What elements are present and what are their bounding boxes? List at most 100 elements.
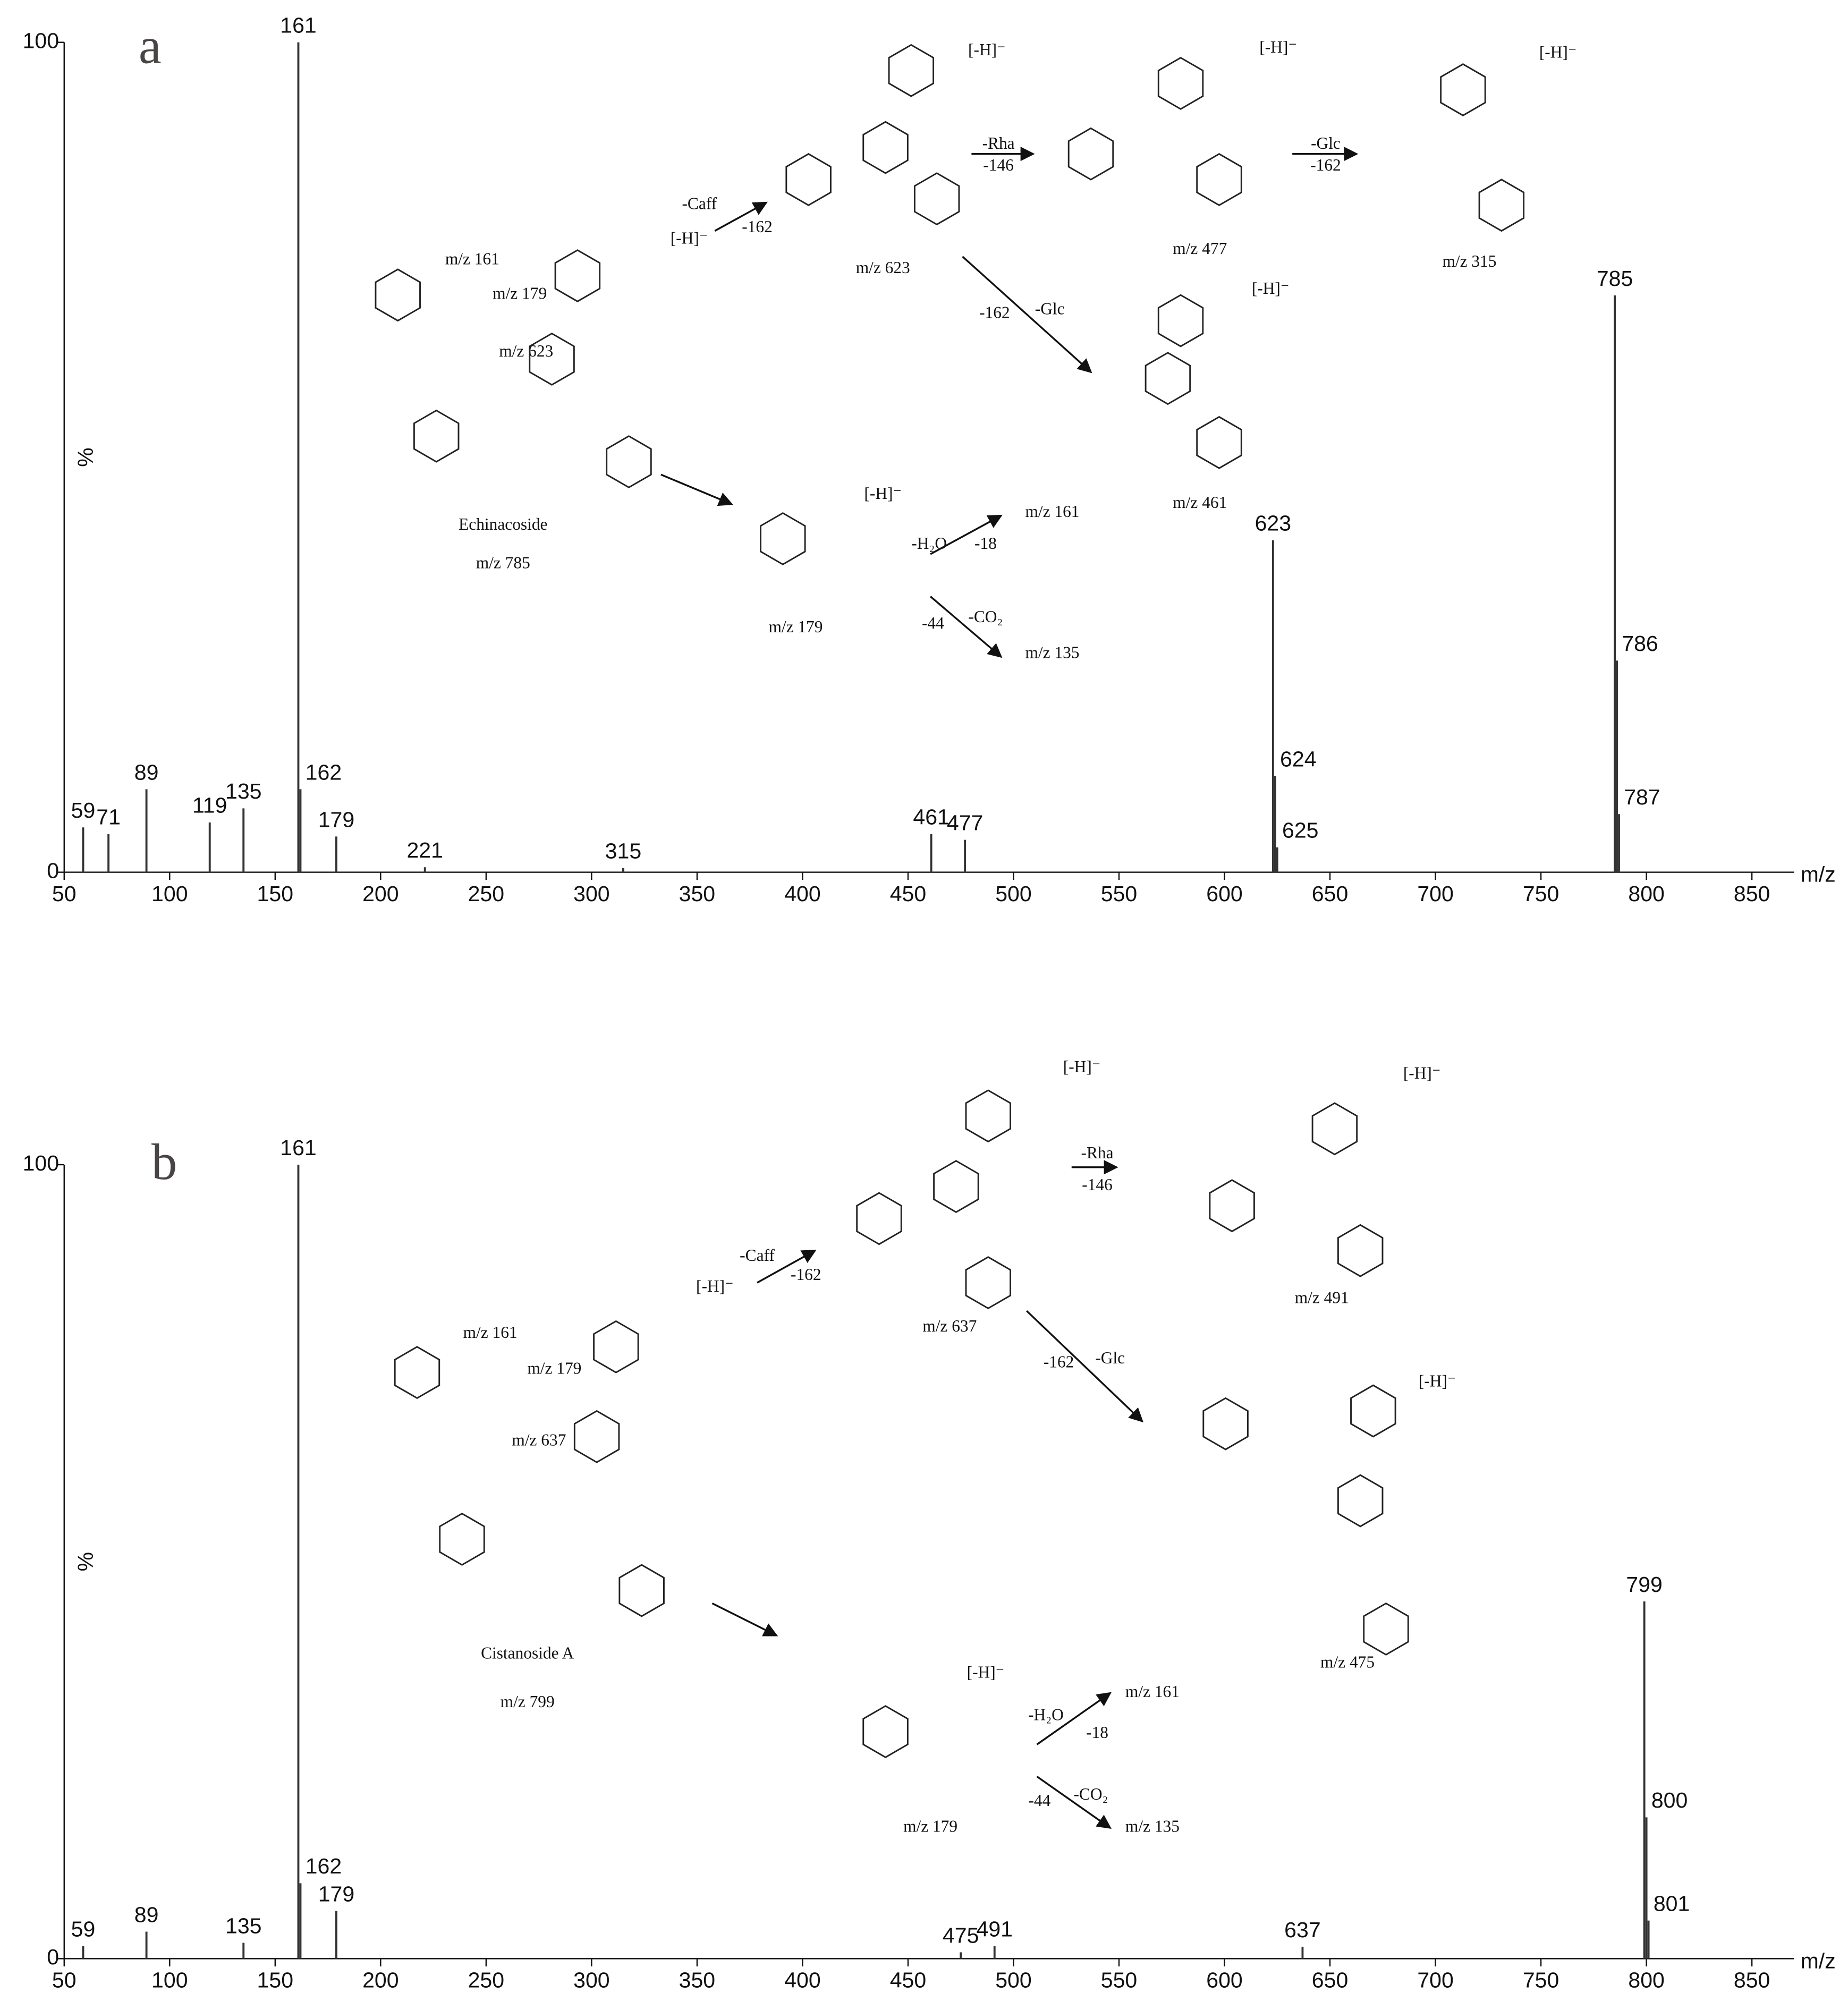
peak-label: 179 — [318, 807, 354, 832]
peak-label: 800 — [1651, 1788, 1688, 1812]
structure-ring — [965, 1256, 1011, 1310]
peak-label: 625 — [1282, 818, 1318, 843]
reaction-arrow — [711, 1603, 778, 1637]
structure-annotation: Echinacoside — [459, 515, 547, 533]
structure-ring — [1196, 416, 1242, 469]
x-tick-label: 550 — [1101, 1968, 1137, 1992]
structure-ring — [862, 1705, 909, 1758]
structure-annotation: m/z 623 — [499, 342, 553, 360]
structure-annotation: m/z 623 — [856, 258, 910, 277]
structure-ring — [1311, 1102, 1358, 1156]
x-tick-label: 500 — [995, 881, 1031, 906]
x-tick-label: 150 — [257, 1968, 293, 1992]
structure-annotation: -146 — [1082, 1175, 1113, 1194]
x-tick-label: 550 — [1101, 881, 1137, 906]
reaction-arrow — [1026, 1310, 1144, 1423]
structure-ring — [760, 512, 806, 565]
structure-annotation: -162 — [1310, 156, 1341, 174]
x-tick-label: 300 — [573, 881, 609, 906]
structure-ring — [1157, 294, 1204, 347]
structure-ring — [856, 1192, 902, 1245]
peak-label: 59 — [71, 1917, 96, 1941]
peak-label: 786 — [1622, 631, 1658, 656]
structure-annotation: -Glc — [1095, 1349, 1125, 1367]
structure-annotation: -CO₂ — [1073, 1785, 1108, 1803]
structure-annotation: m/z 179 — [768, 617, 823, 636]
peak-label: 491 — [977, 1917, 1013, 1941]
structure-ring — [862, 121, 909, 174]
peak-label: 89 — [134, 1902, 159, 1927]
x-tick-label: 200 — [362, 1968, 399, 1992]
structure-annotation: m/z 491 — [1295, 1288, 1349, 1307]
structure-ring — [1350, 1384, 1396, 1438]
structure-ring — [1157, 56, 1204, 110]
x-tick-label: 850 — [1734, 1968, 1770, 1992]
structure-ring — [1337, 1224, 1384, 1277]
x-tick-label: 500 — [995, 1968, 1031, 1992]
structure-ring — [965, 1089, 1011, 1143]
x-tick-label: 600 — [1206, 1968, 1242, 1992]
structure-ring — [554, 249, 601, 302]
structure-ring — [606, 435, 652, 489]
x-tick-label: 50 — [52, 881, 77, 906]
structure-ring — [913, 172, 960, 226]
structure-ring — [1363, 1602, 1409, 1656]
structure-annotation: m/z 161 — [463, 1323, 518, 1342]
structure-annotation: -162 — [791, 1265, 821, 1284]
x-tick-label: 450 — [890, 881, 926, 906]
x-tick-label: 250 — [468, 881, 504, 906]
structure-annotation: m/z 315 — [1442, 252, 1496, 270]
peak-label: 799 — [1626, 1572, 1662, 1597]
structure-annotation: m/z 637 — [512, 1431, 566, 1449]
structure-ring — [439, 1512, 485, 1566]
y-axis-label: % — [73, 447, 98, 467]
structure-annotation: -Glc — [1311, 134, 1341, 152]
x-axis-label: m/z — [1801, 1948, 1836, 1973]
peak-label: 71 — [96, 805, 121, 829]
y-tick-label: 0 — [47, 1945, 59, 1969]
structure-annotation: [-H]⁻ — [967, 1663, 1005, 1682]
structure-annotation: m/z 475 — [1320, 1652, 1375, 1671]
x-tick-label: 450 — [890, 1968, 926, 1992]
x-tick-label: 800 — [1628, 1968, 1664, 1992]
peak-label: 179 — [318, 1882, 354, 1906]
x-tick-label: 50 — [52, 1968, 77, 1992]
x-tick-label: 100 — [151, 1968, 188, 1992]
peak-label: 315 — [605, 839, 641, 863]
y-tick-label: 100 — [23, 1151, 59, 1175]
structure-annotation: m/z 161 — [445, 249, 499, 268]
x-tick-label: 700 — [1417, 881, 1453, 906]
structure-ring — [1067, 127, 1114, 181]
structure-annotation: -162 — [979, 303, 1010, 322]
structure-ring — [888, 44, 935, 97]
peak-label: 119 — [192, 793, 227, 818]
structure-ring — [1196, 153, 1242, 206]
structure-annotation: m/z 161 — [1125, 1682, 1180, 1701]
structure-annotation: -Caff — [682, 194, 717, 213]
peak-label: 135 — [225, 779, 261, 803]
structure-annotation: m/z 161 — [1025, 502, 1080, 521]
x-tick-label: 650 — [1312, 1968, 1348, 1992]
structure-ring — [394, 1346, 440, 1400]
structure-annotation: -Rha — [1081, 1143, 1114, 1162]
structure-ring — [573, 1410, 620, 1463]
structure-annotation: [-H]⁻ — [671, 229, 708, 248]
peak-label: 475 — [943, 1923, 979, 1947]
structure-annotation: [-H]⁻ — [1063, 1057, 1101, 1076]
structure-annotation: [-H]⁻ — [864, 484, 902, 503]
structure-ring — [1209, 1179, 1255, 1233]
x-tick-label: 100 — [151, 881, 188, 906]
x-tick-label: 800 — [1628, 881, 1664, 906]
structure-annotation: [-H]⁻ — [1419, 1372, 1456, 1390]
structure-annotation: m/z 785 — [476, 553, 530, 572]
structure-annotation: -H₂O — [911, 534, 947, 553]
peak-label: 787 — [1624, 785, 1660, 809]
structure-ring — [375, 268, 421, 322]
x-tick-label: 750 — [1523, 1968, 1559, 1992]
peak-label: 162 — [306, 1854, 342, 1878]
reaction-arrow — [930, 514, 1003, 555]
x-tick-label: 350 — [679, 1968, 715, 1992]
peak-label: 637 — [1284, 1918, 1320, 1942]
structure-ring — [1478, 179, 1525, 232]
